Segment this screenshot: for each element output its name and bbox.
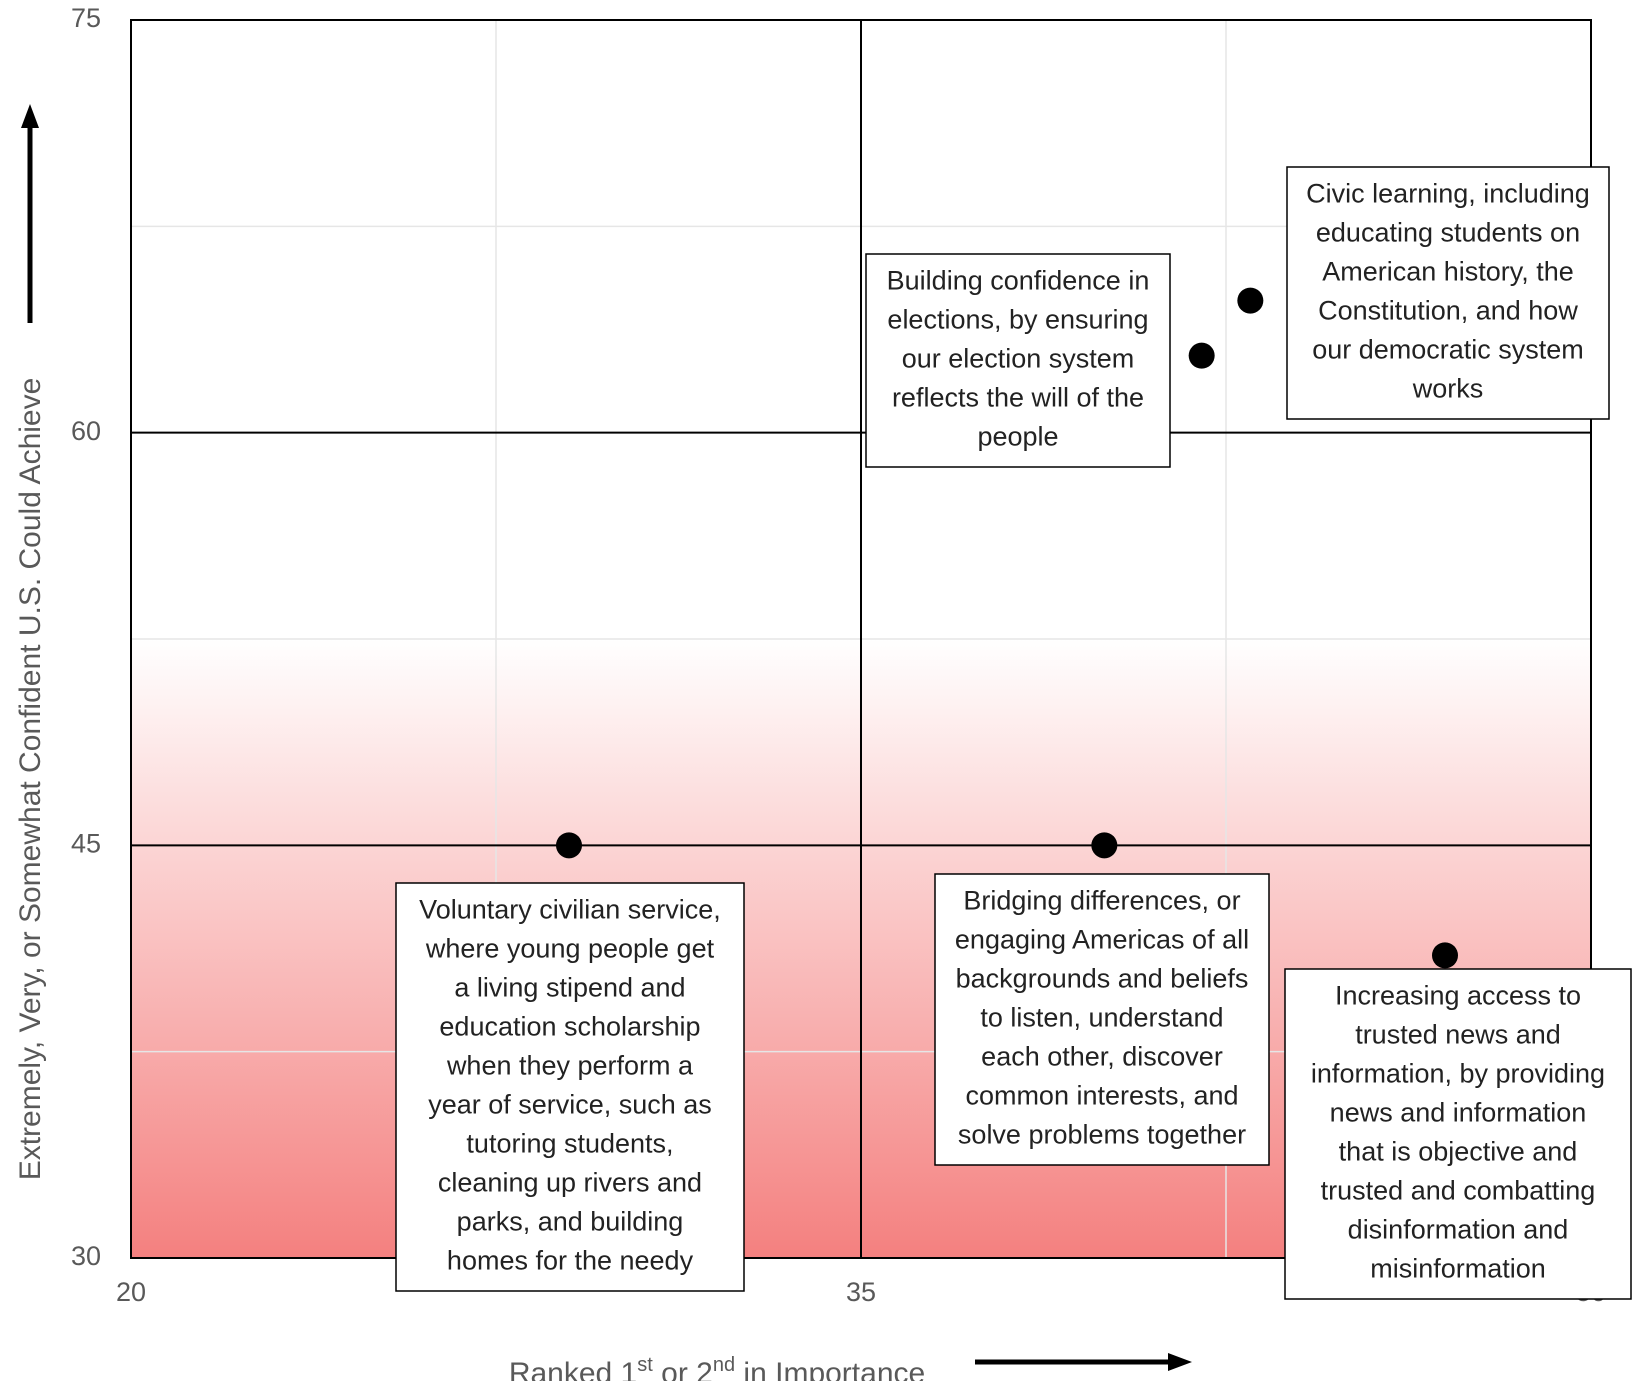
annotation-text-line: common interests, and (965, 1081, 1238, 1111)
annotation-text-line: reflects the will of the (892, 383, 1144, 413)
annotation-text-line: education scholarship (439, 1012, 700, 1042)
annotation-text-line: educating students on (1316, 218, 1580, 248)
annotation-text-line: year of service, such as (428, 1090, 712, 1120)
data-point (556, 832, 582, 859)
annotation-text-line: information, by providing (1311, 1059, 1605, 1089)
annotation-text-line: where young people get (425, 934, 715, 964)
annotation-callout: Voluntary civilian service, where young p… (395, 882, 745, 1292)
data-points (556, 287, 1458, 969)
annotation-text-line: parks, and building (457, 1207, 684, 1237)
annotation-box (865, 253, 1171, 468)
y-axis-ticks: 30 45 60 75 (71, 3, 101, 1271)
y-tick-label: 75 (71, 3, 101, 33)
annotation-text-line: trusted news and (1355, 1020, 1561, 1050)
y-tick-label: 30 (71, 1241, 101, 1271)
annotation-text-line: engaging Americas of all (955, 925, 1249, 955)
annotation-text-line: Voluntary civilian service, (419, 895, 721, 925)
x-axis-title-superscript-1: st (637, 1354, 653, 1376)
annotation-text-line: to listen, understand (980, 1003, 1223, 1033)
annotation-text-line: news and information (1330, 1098, 1587, 1128)
annotation-text-line: disinformation and (1348, 1215, 1569, 1245)
annotation-text-line: homes for the needy (447, 1246, 694, 1276)
annotation-text-line: Bridging differences, or (963, 886, 1240, 916)
annotation-text-line: Increasing access to (1335, 981, 1581, 1011)
annotation-box (395, 882, 745, 1292)
annotation-text-line: Civic learning, including (1306, 179, 1590, 209)
annotation-box (1284, 968, 1632, 1300)
data-point (1091, 832, 1118, 859)
annotation-text-line: solve problems together (958, 1120, 1246, 1150)
y-tick-label: 45 (71, 828, 101, 858)
point-annotations: Voluntary civilian service, where young p… (395, 166, 1632, 1300)
annotation-text-line: cleaning up rivers and (438, 1168, 702, 1198)
x-tick-label: 20 (116, 1277, 146, 1307)
y-axis-arrow-icon (21, 104, 39, 323)
data-point (1432, 942, 1458, 969)
annotation-text-line: backgrounds and beliefs (956, 964, 1249, 994)
annotation-box (1286, 166, 1610, 420)
annotation-text-line: Constitution, and how (1318, 296, 1578, 326)
annotation-text-line: each other, discover (981, 1042, 1223, 1072)
x-axis-title-part-2: or 2 (653, 1357, 713, 1381)
annotation-callout: Increasing access to trusted news and info… (1284, 968, 1632, 1300)
x-axis-title-superscript-2: nd (713, 1354, 735, 1376)
y-tick-label: 60 (71, 416, 101, 446)
x-axis-title-part-3: in Importance (735, 1357, 925, 1381)
data-point (1237, 287, 1264, 314)
annotation-text-line: misinformation (1370, 1254, 1546, 1284)
annotation-text-line: tutoring students, (466, 1129, 673, 1159)
annotation-callout: Civic learning, including educating stude… (1286, 166, 1610, 420)
data-point (1188, 342, 1215, 369)
annotation-text-line: our election system (902, 344, 1135, 374)
annotation-text-line: trusted and combatting (1321, 1176, 1596, 1206)
annotation-box (934, 873, 1270, 1166)
x-axis-arrow-icon (975, 1353, 1192, 1371)
x-axis-title: Ranked 1st or 2nd in Importance (509, 1354, 925, 1381)
quadrant-lines (131, 20, 1591, 1258)
x-axis-title-part-1: Ranked 1 (509, 1357, 637, 1381)
annotation-callout: Building confidence in elections, by ensu… (865, 253, 1171, 468)
annotation-text-line: elections, by ensuring (887, 305, 1148, 335)
y-axis-title: Extremely, Very, or Somewhat Confident U… (14, 378, 47, 1181)
annotation-text-line: a living stipend and (454, 973, 685, 1003)
annotation-callout: Bridging differences, or engaging America… (934, 873, 1270, 1166)
x-tick-label: 35 (846, 1277, 876, 1307)
annotation-text-line: Building confidence in (887, 266, 1150, 296)
annotation-text-line: people (977, 422, 1058, 452)
annotation-text-line: that is objective and (1339, 1137, 1578, 1167)
annotation-text-line: our democratic system (1312, 335, 1584, 365)
annotation-text-line: works (1412, 374, 1484, 404)
annotation-text-line: when they perform a (446, 1051, 694, 1081)
annotation-text-line: American history, the (1322, 257, 1574, 287)
